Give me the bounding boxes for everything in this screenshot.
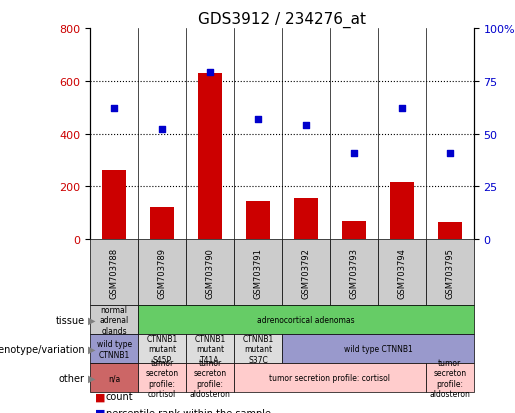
- Text: GSM703789: GSM703789: [158, 247, 166, 298]
- Text: CTNNB1
mutant
S37C: CTNNB1 mutant S37C: [243, 334, 273, 364]
- Bar: [198, 74, 222, 240]
- Bar: [330, 240, 378, 306]
- Bar: [90, 363, 138, 392]
- Point: [302, 123, 310, 129]
- Bar: [102, 171, 126, 240]
- Text: GSM703792: GSM703792: [301, 247, 311, 298]
- Text: ▶: ▶: [88, 373, 95, 383]
- Text: GSM703794: GSM703794: [398, 247, 406, 298]
- Text: GSM703795: GSM703795: [445, 247, 454, 298]
- Bar: [246, 202, 270, 240]
- Bar: [438, 223, 462, 240]
- Bar: [138, 306, 474, 335]
- Point: [445, 150, 454, 157]
- Text: wild type CTNNB1: wild type CTNNB1: [344, 344, 412, 354]
- Point: [350, 150, 358, 157]
- Bar: [426, 240, 474, 306]
- Text: n/a: n/a: [108, 373, 120, 382]
- Text: genotype/variation: genotype/variation: [0, 344, 85, 354]
- Text: count: count: [106, 392, 133, 401]
- Bar: [282, 335, 474, 363]
- Point: [158, 127, 166, 133]
- Bar: [426, 363, 474, 392]
- Bar: [138, 240, 186, 306]
- Text: CTNNB1
mutant
S45P: CTNNB1 mutant S45P: [146, 334, 178, 364]
- Point: [110, 106, 118, 112]
- Text: ▶: ▶: [88, 315, 95, 325]
- Bar: [186, 363, 234, 392]
- Text: tumor
secreton
profile:
aldosteron: tumor secreton profile: aldosteron: [190, 358, 230, 398]
- Point: [398, 106, 406, 112]
- Text: ■: ■: [95, 392, 106, 401]
- Bar: [390, 183, 414, 240]
- Text: ■: ■: [95, 408, 106, 413]
- Bar: [378, 240, 426, 306]
- Text: adrenocortical adenomas: adrenocortical adenomas: [257, 316, 355, 325]
- Text: tumor
secreton
profile:
cortisol: tumor secreton profile: cortisol: [146, 358, 179, 398]
- Bar: [150, 208, 174, 240]
- Text: other: other: [59, 373, 85, 383]
- Bar: [90, 306, 138, 335]
- Text: ▶: ▶: [88, 344, 95, 354]
- Title: GDS3912 / 234276_at: GDS3912 / 234276_at: [198, 12, 366, 28]
- Bar: [186, 240, 234, 306]
- Text: CTNNB1
mutant
T41A: CTNNB1 mutant T41A: [194, 334, 226, 364]
- Bar: [138, 335, 186, 363]
- Bar: [234, 240, 282, 306]
- Point: [254, 116, 262, 123]
- Text: wild type
CTNNB1: wild type CTNNB1: [96, 339, 132, 358]
- Bar: [90, 240, 138, 306]
- Bar: [342, 221, 366, 240]
- Text: GSM703790: GSM703790: [205, 247, 215, 298]
- Text: tissue: tissue: [56, 315, 85, 325]
- Text: GSM703788: GSM703788: [110, 247, 118, 298]
- Text: percentile rank within the sample: percentile rank within the sample: [106, 408, 270, 413]
- Bar: [234, 335, 282, 363]
- Bar: [282, 240, 330, 306]
- Text: normal
adrenal
glands: normal adrenal glands: [99, 305, 129, 335]
- Bar: [138, 363, 186, 392]
- Bar: [90, 335, 138, 363]
- Point: [206, 70, 214, 76]
- Text: GSM703793: GSM703793: [349, 247, 358, 298]
- Text: tumor secretion profile: cortisol: tumor secretion profile: cortisol: [269, 373, 390, 382]
- Bar: [234, 363, 426, 392]
- Text: GSM703791: GSM703791: [253, 247, 263, 298]
- Text: tumor
secreton
profile:
aldosteron: tumor secreton profile: aldosteron: [430, 358, 470, 398]
- Bar: [186, 335, 234, 363]
- Bar: [294, 199, 318, 240]
